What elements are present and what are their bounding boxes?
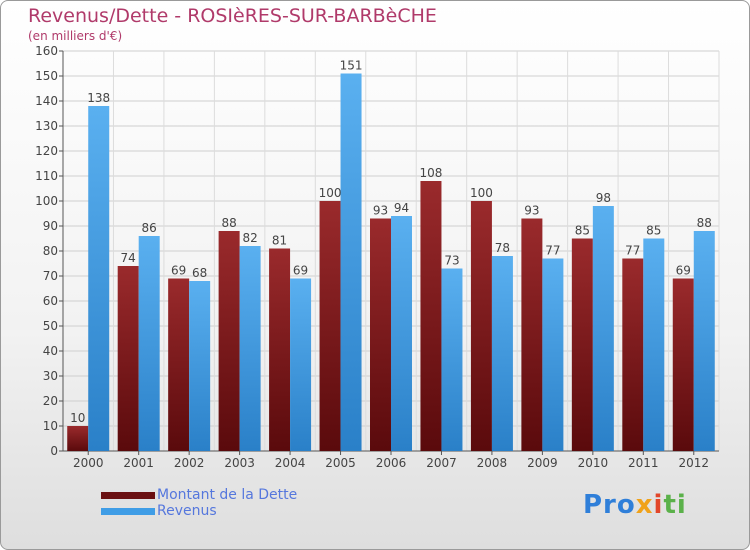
bar-dette (370, 218, 391, 451)
bar-dette (218, 231, 240, 451)
x-tick-label: 2010 (578, 456, 609, 470)
legend-label-revenus: Revenus (157, 503, 217, 519)
x-tick-label: 2012 (678, 456, 709, 470)
x-tick-label: 2008 (477, 456, 508, 470)
data-label-dette: 108 (420, 166, 443, 180)
data-label-revenus: 78 (495, 241, 510, 255)
data-label-dette: 100 (470, 186, 493, 200)
data-label-revenus: 94 (394, 201, 409, 215)
data-label-revenus: 85 (646, 224, 661, 238)
y-tick-label: 90 (43, 219, 58, 233)
bar-dette (269, 248, 291, 451)
y-tick-label: 160 (35, 44, 58, 58)
x-tick-label: 2000 (73, 456, 104, 470)
data-label-dette: 69 (171, 264, 186, 278)
data-label-dette: 69 (676, 264, 691, 278)
bar-dette (117, 266, 139, 451)
y-tick-label: 130 (35, 119, 58, 133)
x-tick-label: 2007 (426, 456, 457, 470)
bar-revenus (491, 256, 513, 451)
bar-dette (168, 278, 190, 451)
data-label-dette: 88 (221, 216, 236, 230)
x-tick-label: 2009 (527, 456, 558, 470)
bar-dette (67, 426, 89, 451)
data-label-dette: 85 (575, 224, 590, 238)
data-label-revenus: 88 (697, 216, 712, 230)
data-label-revenus: 73 (444, 254, 459, 268)
chart-title: Revenus/Dette - ROSIèRES-SUR-BARBèCHE (28, 5, 437, 27)
y-tick-label: 80 (43, 244, 58, 258)
bar-dette (571, 238, 593, 451)
bar-revenus (391, 216, 412, 451)
y-tick-label: 110 (35, 169, 58, 183)
y-tick-label: 120 (35, 144, 58, 158)
bar-dette (622, 258, 644, 451)
legend-swatch-revenus (101, 507, 155, 515)
data-label-dette: 93 (373, 204, 388, 218)
x-tick-label: 2011 (628, 456, 659, 470)
y-tick-label: 30 (43, 369, 58, 383)
data-label-dette: 77 (625, 244, 640, 258)
data-label-revenus: 77 (545, 244, 560, 258)
y-tick-label: 140 (35, 94, 58, 108)
bar-dette (319, 201, 341, 451)
x-tick-label: 2006 (376, 456, 407, 470)
proxiti-logo: Proxiti (583, 490, 687, 520)
x-tick-label: 2001 (123, 456, 154, 470)
x-tick-label: 2003 (224, 456, 255, 470)
legend: Montant de la Dette Revenus (101, 487, 297, 519)
data-label-revenus: 138 (87, 91, 110, 105)
data-label-dette: 81 (272, 234, 287, 248)
data-label-dette: 74 (121, 251, 136, 265)
x-tick-label: 2004 (275, 456, 306, 470)
y-tick-label: 70 (43, 269, 58, 283)
bars (67, 73, 715, 451)
legend-label-dette: Montant de la Dette (157, 487, 298, 503)
y-tick-label: 50 (43, 319, 58, 333)
data-label-revenus: 69 (293, 264, 308, 278)
y-tick-label: 150 (35, 69, 58, 83)
bar-revenus (239, 246, 261, 451)
y-tick-label: 0 (50, 444, 58, 458)
y-tick-label: 100 (35, 194, 58, 208)
bar-revenus (340, 73, 362, 451)
y-tick-label: 40 (43, 344, 58, 358)
data-label-revenus: 82 (242, 231, 257, 245)
data-label-dette: 10 (70, 411, 85, 425)
legend-item-dette: Montant de la Dette (101, 487, 297, 503)
data-label-revenus: 98 (596, 191, 611, 205)
bar-revenus (592, 206, 614, 451)
bar-dette (470, 201, 492, 451)
legend-item-revenus: Revenus (101, 503, 297, 519)
data-label-dette: 93 (524, 204, 539, 218)
x-tick-label: 2002 (174, 456, 205, 470)
bar-dette (521, 218, 543, 451)
bar-revenus (138, 236, 160, 451)
bar-revenus (542, 258, 564, 451)
y-tick-label: 20 (43, 394, 58, 408)
bar-dette (420, 181, 442, 451)
x-tick-label: 2005 (325, 456, 356, 470)
bar-revenus (441, 268, 463, 451)
y-tick-label: 10 (43, 419, 58, 433)
labels: 0 10 20 30 40 50 60 70 80 90 100 110 120 130 140 150 160… (35, 44, 712, 470)
data-label-revenus: 68 (192, 266, 207, 280)
bar-revenus (643, 238, 665, 451)
bar-revenus (290, 278, 312, 451)
bar-revenus (88, 106, 110, 451)
y-tick-label: 60 (43, 294, 58, 308)
data-label-revenus: 151 (340, 59, 363, 73)
bar-revenus (693, 231, 715, 451)
legend-swatch-dette (101, 491, 155, 499)
bar-revenus (189, 281, 211, 451)
data-label-revenus: 86 (142, 221, 157, 235)
data-label-dette: 100 (319, 186, 342, 200)
bar-dette (672, 278, 694, 451)
chart-subtitle: (en milliers d'€) (28, 29, 123, 43)
